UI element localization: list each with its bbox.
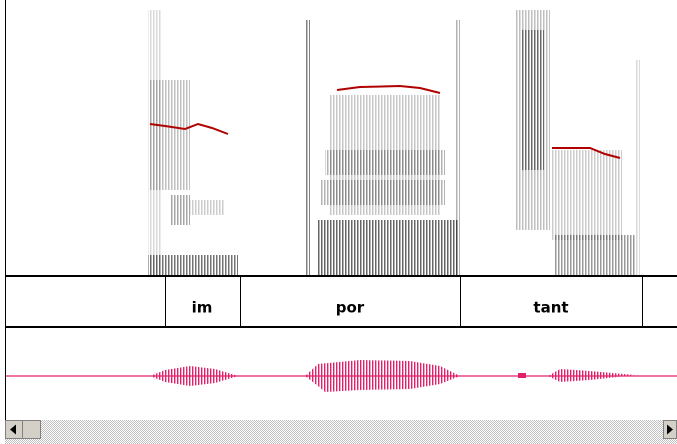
interval-label[interactable]: im: [192, 299, 213, 317]
scrollbar[interactable]: [5, 420, 677, 444]
sound-editor: im por tant: [0, 0, 677, 444]
interval-label[interactable]: tant: [533, 299, 568, 317]
interval-label[interactable]: por: [336, 299, 365, 317]
